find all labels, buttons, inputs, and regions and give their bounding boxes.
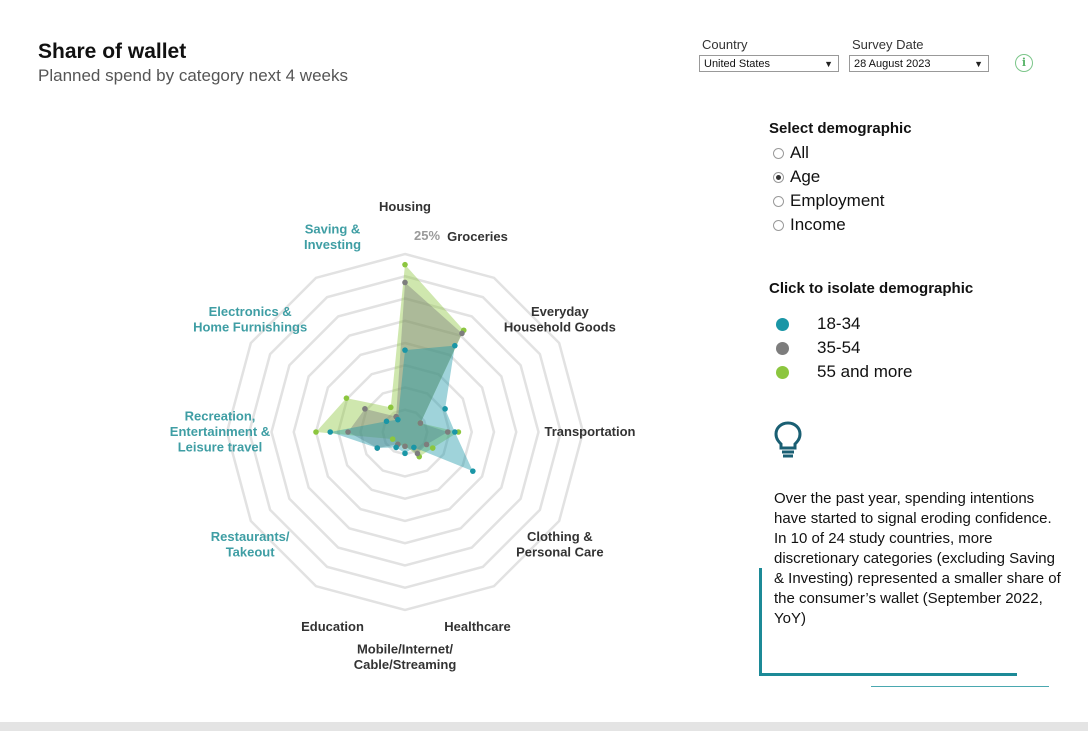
category-label: Housing (379, 199, 431, 214)
data-point (395, 416, 401, 423)
data-point (429, 445, 436, 451)
category-label: Clothing & Personal Care (516, 529, 603, 560)
data-point (411, 444, 417, 451)
grid-ring (292, 319, 518, 545)
category-label: Recreation, Entertainment & Leisure travel (170, 409, 270, 455)
data-point (470, 468, 476, 474)
data-point (459, 330, 465, 337)
data-point (402, 279, 408, 286)
bottom-scroll-strip (0, 722, 1088, 731)
radio-label: All (790, 143, 809, 162)
legend-dot (776, 365, 789, 379)
info-icon[interactable]: i (1015, 54, 1033, 72)
data-point (414, 450, 421, 457)
isolate-demographic-title: Click to isolate demographic (769, 280, 974, 297)
category-label: Mobile/Internet/Cable/Streaming (354, 641, 457, 672)
grid-ring (225, 252, 585, 612)
data-point (444, 429, 451, 435)
data-point (402, 347, 408, 353)
data-point (374, 445, 381, 451)
legend-dot (776, 317, 789, 331)
data-point (387, 404, 394, 411)
radio-button[interactable] (773, 195, 784, 207)
radio-button[interactable] (773, 219, 784, 231)
series-area (330, 345, 473, 472)
series-area (348, 282, 462, 454)
radio-label: Age (790, 167, 821, 186)
category-label: Saving & Investing (304, 221, 361, 252)
survey-date-label: Survey Date (852, 37, 924, 52)
radio-option-income[interactable]: Income (773, 214, 846, 236)
radio-label: Income (790, 215, 846, 234)
insight-text: Over the past year, spending intentions … (774, 490, 1061, 627)
radio-button[interactable] (773, 147, 784, 159)
data-point (402, 450, 408, 457)
page-title: Share of wallet (38, 40, 187, 63)
legend-item[interactable]: 35-54 (776, 337, 860, 359)
legend-item[interactable]: 55 and more (776, 361, 912, 383)
survey-date-select[interactable]: 28 August 2023 ▼ (849, 55, 989, 72)
category-label: Healthcare (444, 619, 510, 634)
lightbulb-icon (773, 420, 803, 465)
legend-label: 18-34 (817, 314, 861, 333)
radio-option-age[interactable]: Age (773, 166, 820, 188)
data-point (313, 429, 319, 435)
data-point (343, 395, 350, 401)
data-point (327, 429, 334, 435)
category-label: Everyday Household Goods (504, 304, 616, 335)
data-point (423, 441, 430, 448)
country-label: Country (702, 37, 748, 52)
data-point (402, 443, 408, 450)
radio-option-all[interactable]: All (773, 142, 809, 164)
radio-option-employment[interactable]: Employment (773, 190, 884, 212)
data-point (417, 420, 424, 426)
radio-button[interactable] (773, 171, 784, 183)
grid-ring (247, 274, 563, 590)
country-value: United States (704, 58, 771, 70)
category-label: Restaurants/Takeout (211, 529, 290, 560)
accent-bar (759, 673, 1017, 676)
data-point (452, 429, 458, 435)
chevron-down-icon: ▼ (974, 59, 983, 69)
category-label: Education (301, 619, 364, 634)
legend-label: 55 and more (817, 362, 913, 381)
max-value-label: 25% (414, 228, 440, 243)
data-point (389, 436, 396, 442)
series-area (316, 264, 464, 457)
data-point (362, 406, 368, 412)
radio-label: Employment (790, 191, 885, 210)
radar-chart: 25% Housing Groceries Everyday Household Goo… (170, 199, 636, 672)
survey-date-value: 28 August 2023 (854, 58, 931, 70)
grid-ring (314, 341, 496, 523)
category-label: Groceries (447, 229, 508, 244)
category-label: Electronics & Home Furnishings (193, 304, 307, 335)
category-label: Transportation (544, 424, 635, 439)
data-point (383, 418, 390, 425)
data-point (393, 444, 399, 451)
data-point (452, 342, 458, 349)
accent-bar (759, 568, 762, 675)
data-point (402, 261, 408, 268)
chevron-down-icon: ▼ (824, 59, 833, 69)
divider (871, 686, 1049, 687)
legend-label: 35-54 (817, 338, 861, 357)
legend-item[interactable]: 18-34 (776, 313, 860, 335)
page-subtitle: Planned spend by category next 4 weeks (38, 66, 348, 85)
country-select[interactable]: United States ▼ (699, 55, 839, 72)
data-point (442, 406, 448, 412)
data-point (345, 429, 351, 435)
grid-ring (270, 297, 540, 567)
select-demographic-title: Select demographic (769, 120, 912, 137)
legend-dot (776, 341, 789, 355)
